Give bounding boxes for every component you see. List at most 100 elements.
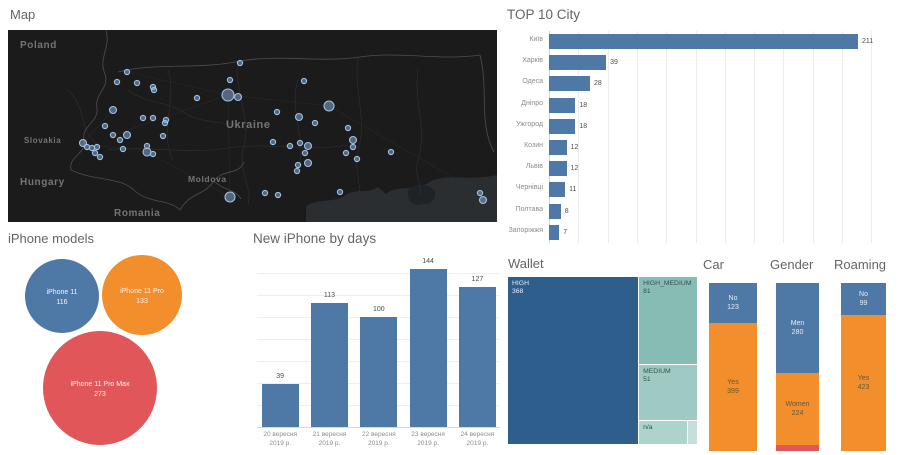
treemap-node[interactable] bbox=[688, 420, 697, 444]
bubble-label: iPhone 11 bbox=[46, 289, 77, 296]
bar[interactable] bbox=[458, 287, 496, 427]
map-marker[interactable] bbox=[226, 76, 234, 84]
map-marker[interactable] bbox=[159, 132, 167, 140]
segment-value: 423 bbox=[857, 383, 870, 391]
bubble[interactable] bbox=[102, 255, 182, 335]
bar[interactable] bbox=[261, 384, 299, 427]
top10-title: TOP 10 City bbox=[507, 7, 581, 22]
value-label: 39 bbox=[276, 373, 285, 381]
bar[interactable] bbox=[549, 140, 567, 155]
map-marker[interactable] bbox=[300, 77, 308, 85]
map-marker[interactable] bbox=[161, 119, 169, 127]
map-marker[interactable] bbox=[96, 153, 104, 161]
map-marker[interactable] bbox=[311, 119, 319, 127]
map-marker[interactable] bbox=[236, 59, 244, 67]
bar[interactable] bbox=[409, 268, 447, 427]
bar[interactable] bbox=[549, 34, 858, 49]
stacked-segment[interactable]: No 99 bbox=[841, 283, 886, 315]
map-marker[interactable] bbox=[336, 188, 344, 196]
bar[interactable] bbox=[549, 97, 576, 113]
map-marker[interactable] bbox=[88, 144, 96, 152]
map-marker[interactable] bbox=[323, 100, 335, 112]
map-marker[interactable] bbox=[139, 114, 147, 122]
bar[interactable] bbox=[549, 55, 607, 71]
map-marker[interactable] bbox=[221, 88, 235, 102]
car-title: Car bbox=[703, 257, 724, 272]
map-marker[interactable] bbox=[269, 138, 277, 146]
map-marker[interactable] bbox=[344, 124, 352, 132]
map-marker[interactable] bbox=[149, 150, 157, 158]
value-label: 127 bbox=[471, 276, 484, 284]
bar[interactable] bbox=[311, 302, 348, 427]
map-marker[interactable] bbox=[293, 167, 301, 175]
map-marker[interactable] bbox=[123, 68, 131, 76]
map-marker[interactable] bbox=[133, 79, 141, 87]
map-marker[interactable] bbox=[353, 155, 361, 163]
stacked-segment[interactable] bbox=[776, 445, 819, 451]
map-marker[interactable] bbox=[193, 94, 201, 102]
treemap-node[interactable]: HIGH_MEDIUM 81 bbox=[639, 277, 697, 365]
map-marker[interactable] bbox=[296, 139, 304, 147]
map-marker[interactable] bbox=[261, 189, 269, 197]
map-marker[interactable] bbox=[108, 105, 118, 115]
map-marker[interactable] bbox=[109, 131, 117, 139]
map-marker[interactable] bbox=[93, 143, 101, 151]
map-marker[interactable] bbox=[478, 195, 488, 205]
axis-line bbox=[549, 31, 550, 243]
map-marker[interactable] bbox=[122, 130, 132, 140]
bar[interactable] bbox=[549, 76, 590, 92]
map-marker[interactable] bbox=[149, 114, 157, 122]
map-marker[interactable] bbox=[294, 161, 302, 169]
map-borders bbox=[70, 30, 495, 211]
map-marker[interactable] bbox=[348, 135, 358, 145]
map-marker[interactable] bbox=[91, 149, 99, 157]
map-marker[interactable] bbox=[476, 189, 484, 197]
bar[interactable] bbox=[549, 161, 567, 177]
treemap-node-label: MEDIUM bbox=[643, 368, 671, 376]
stacked-segment[interactable]: Women 224 bbox=[776, 373, 819, 446]
treemap-node[interactable]: MEDIUM 51 bbox=[639, 365, 697, 420]
category-label: Дніпро bbox=[521, 99, 543, 107]
stacked-segment[interactable]: Yes 423 bbox=[841, 314, 886, 451]
bar[interactable] bbox=[549, 118, 576, 134]
category-label: Запоріжжя bbox=[508, 226, 543, 234]
bubble[interactable] bbox=[25, 259, 99, 333]
stacked-segment[interactable]: Men 280 bbox=[776, 283, 819, 374]
map-marker[interactable] bbox=[116, 136, 124, 144]
stacked-segment[interactable]: No 123 bbox=[709, 283, 757, 323]
map-marker[interactable] bbox=[142, 147, 152, 157]
bar[interactable] bbox=[360, 317, 398, 427]
ukraine-map[interactable]: Poland Slovakia Hungary Romania Moldova Ukrai… bbox=[8, 30, 497, 222]
map-marker[interactable] bbox=[342, 149, 350, 157]
map-marker[interactable] bbox=[274, 191, 282, 199]
x-axis-label-line2: 2019 р. bbox=[367, 439, 390, 447]
map-marker[interactable] bbox=[83, 143, 91, 151]
map-marker[interactable] bbox=[294, 112, 304, 122]
map-marker[interactable] bbox=[349, 143, 357, 151]
map-marker[interactable] bbox=[101, 122, 109, 130]
bar[interactable] bbox=[549, 224, 560, 240]
map-marker[interactable] bbox=[273, 108, 281, 116]
map-marker[interactable] bbox=[78, 138, 88, 148]
stacked-segment[interactable]: Yes 399 bbox=[709, 322, 757, 451]
value-label: 39 bbox=[610, 59, 618, 67]
map-marker[interactable] bbox=[303, 158, 313, 168]
map-marker[interactable] bbox=[303, 141, 313, 151]
map-marker[interactable] bbox=[387, 148, 395, 156]
treemap-node[interactable]: HIGH 368 bbox=[508, 277, 639, 444]
bubble[interactable] bbox=[43, 331, 157, 445]
map-marker[interactable] bbox=[150, 86, 158, 94]
map-marker[interactable] bbox=[301, 149, 309, 157]
map-markers[interactable] bbox=[78, 59, 488, 205]
bar[interactable] bbox=[549, 203, 561, 219]
bar[interactable] bbox=[549, 182, 566, 198]
treemap-node[interactable]: n/a bbox=[639, 420, 688, 444]
gridline bbox=[871, 31, 873, 243]
map-marker[interactable] bbox=[119, 145, 127, 153]
map-marker[interactable] bbox=[224, 191, 236, 203]
map-marker[interactable] bbox=[113, 78, 121, 86]
map-marker[interactable] bbox=[233, 92, 243, 102]
map-marker[interactable] bbox=[286, 142, 294, 150]
category-label: Харків bbox=[522, 57, 543, 65]
